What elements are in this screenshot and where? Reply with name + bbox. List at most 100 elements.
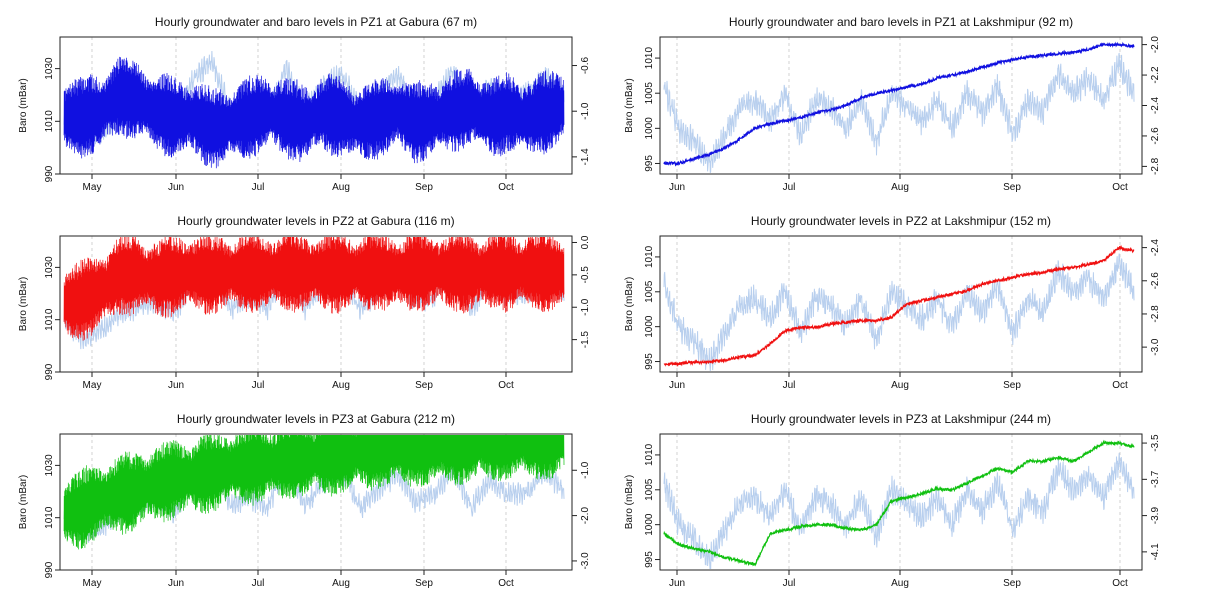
y-right-tick-label: -3.0 bbox=[1150, 338, 1161, 356]
y-right-tick-label: -3.9 bbox=[1150, 507, 1161, 525]
y-axis-label: Baro (mBar) bbox=[18, 277, 29, 331]
y-right-tick-label: -1.5 bbox=[580, 331, 591, 349]
x-tick-label: Sep bbox=[415, 380, 433, 391]
chart-panel-6: Hourly groundwater levels in PZ3 at Laks… bbox=[624, 412, 1161, 589]
groundwater-series bbox=[63, 236, 565, 341]
x-tick-label: Aug bbox=[891, 182, 909, 193]
y-right-tick-label: -2.8 bbox=[1150, 157, 1161, 175]
y-right-tick-label: -1.4 bbox=[580, 148, 591, 166]
x-tick-label: Jul bbox=[252, 182, 265, 193]
x-tick-label: Oct bbox=[498, 380, 514, 391]
x-tick-label: Oct bbox=[1112, 380, 1128, 391]
chart-panel-3: Hourly groundwater levels in PZ2 at Gabu… bbox=[18, 214, 591, 391]
y-left-tick-label: 1010 bbox=[644, 245, 655, 268]
x-tick-label: Sep bbox=[1003, 578, 1021, 589]
chart-title: Hourly groundwater levels in PZ3 at Laks… bbox=[751, 412, 1051, 426]
x-tick-label: Jun bbox=[669, 380, 685, 391]
y-axis-label: Baro (mBar) bbox=[18, 78, 29, 132]
x-tick-label: Jul bbox=[783, 578, 796, 589]
y-right-tick-label: -3.7 bbox=[1150, 470, 1161, 488]
y-right-tick-label: -2.0 bbox=[580, 507, 591, 525]
x-tick-label: Aug bbox=[332, 380, 350, 391]
x-tick-label: Jun bbox=[168, 182, 184, 193]
y-left-tick-label: 1000 bbox=[644, 315, 655, 338]
y-left-tick-label: 1000 bbox=[644, 513, 655, 536]
plot-frame bbox=[59, 36, 573, 175]
groundwater-series bbox=[63, 434, 565, 550]
baro-series bbox=[663, 52, 1135, 174]
y-right-tick-label: -2.2 bbox=[1150, 66, 1161, 84]
x-tick-label: Oct bbox=[498, 578, 514, 589]
y-left-tick-label: 990 bbox=[44, 363, 55, 380]
y-right-tick-label: -0.6 bbox=[580, 56, 591, 74]
y-left-tick-label: 1030 bbox=[44, 256, 55, 279]
y-left-tick-label: 1010 bbox=[44, 506, 55, 529]
x-tick-label: Aug bbox=[332, 578, 350, 589]
baro-series bbox=[663, 452, 1135, 570]
y-left-tick-label: 1000 bbox=[644, 117, 655, 140]
y-left-tick-label: 1005 bbox=[644, 280, 655, 303]
y-right-tick-label: -2.8 bbox=[1150, 305, 1161, 323]
x-tick-label: May bbox=[83, 380, 102, 391]
y-right-tick-label: -1.0 bbox=[580, 461, 591, 479]
y-left-tick-label: 1030 bbox=[44, 57, 55, 80]
y-left-tick-label: 1010 bbox=[44, 110, 55, 133]
y-left-tick-label: 995 bbox=[644, 551, 655, 568]
chart-title: Hourly groundwater levels in PZ2 at Gabu… bbox=[177, 214, 454, 228]
chart-panel-4: Hourly groundwater levels in PZ2 at Laks… bbox=[624, 214, 1161, 391]
y-right-tick-label: -1.0 bbox=[580, 102, 591, 120]
y-right-tick-label: -2.4 bbox=[1150, 96, 1161, 114]
chart-panel-2: Hourly groundwater and baro levels in PZ… bbox=[624, 15, 1161, 193]
y-left-tick-label: 1005 bbox=[644, 478, 655, 501]
x-tick-label: Jul bbox=[252, 578, 265, 589]
y-right-tick-label: -2.6 bbox=[1150, 272, 1161, 290]
x-tick-label: Jun bbox=[669, 182, 685, 193]
y-left-tick-label: 995 bbox=[644, 353, 655, 370]
x-tick-label: Jul bbox=[783, 380, 796, 391]
x-tick-label: Oct bbox=[1112, 578, 1128, 589]
y-right-tick-label: -2.0 bbox=[1150, 36, 1161, 54]
groundwater-series bbox=[663, 41, 1135, 167]
y-left-tick-label: 1005 bbox=[644, 82, 655, 105]
x-tick-label: Sep bbox=[415, 578, 433, 589]
y-left-tick-label: 1010 bbox=[44, 308, 55, 331]
y-axis-label: Baro (mBar) bbox=[624, 475, 635, 529]
chart-title: Hourly groundwater and baro levels in PZ… bbox=[155, 15, 477, 29]
chart-title: Hourly groundwater levels in PZ2 at Laks… bbox=[751, 214, 1051, 228]
y-axis-label: Baro (mBar) bbox=[624, 78, 635, 132]
groundwater-series bbox=[663, 439, 1135, 567]
groundwater-series bbox=[663, 244, 1135, 368]
y-right-tick-label: 0.0 bbox=[580, 235, 591, 249]
x-tick-label: Aug bbox=[332, 182, 350, 193]
y-axis-label: Baro (mBar) bbox=[624, 277, 635, 331]
y-right-tick-label: -3.0 bbox=[580, 552, 591, 570]
x-tick-label: Sep bbox=[415, 182, 433, 193]
chart-panel-5: Hourly groundwater levels in PZ3 at Gabu… bbox=[18, 412, 591, 589]
y-left-tick-label: 990 bbox=[44, 165, 55, 182]
y-left-tick-label: 1030 bbox=[44, 454, 55, 477]
y-left-tick-label: 1010 bbox=[644, 443, 655, 466]
x-tick-label: Jul bbox=[783, 182, 796, 193]
y-right-tick-label: -3.5 bbox=[1150, 434, 1161, 452]
plot-frame bbox=[659, 235, 1143, 373]
y-right-tick-label: -0.5 bbox=[580, 266, 591, 284]
x-tick-label: Sep bbox=[1003, 182, 1021, 193]
groundwater-series bbox=[63, 56, 565, 169]
x-tick-label: Jun bbox=[168, 380, 184, 391]
chart-title: Hourly groundwater and baro levels in PZ… bbox=[729, 15, 1073, 29]
y-left-tick-label: 990 bbox=[44, 561, 55, 578]
y-right-tick-label: -2.6 bbox=[1150, 127, 1161, 145]
x-tick-label: Jul bbox=[252, 380, 265, 391]
plot-frame bbox=[659, 433, 1143, 571]
baro-series bbox=[663, 253, 1135, 372]
x-tick-label: Oct bbox=[498, 182, 514, 193]
y-right-tick-label: -4.1 bbox=[1150, 543, 1161, 561]
x-tick-label: Sep bbox=[1003, 380, 1021, 391]
y-axis-label: Baro (mBar) bbox=[18, 475, 29, 529]
x-tick-label: May bbox=[83, 578, 102, 589]
y-left-tick-label: 995 bbox=[644, 155, 655, 172]
chart-panel-1: Hourly groundwater and baro levels in PZ… bbox=[18, 15, 591, 193]
plot-frame bbox=[59, 235, 573, 373]
x-tick-label: Aug bbox=[891, 578, 909, 589]
